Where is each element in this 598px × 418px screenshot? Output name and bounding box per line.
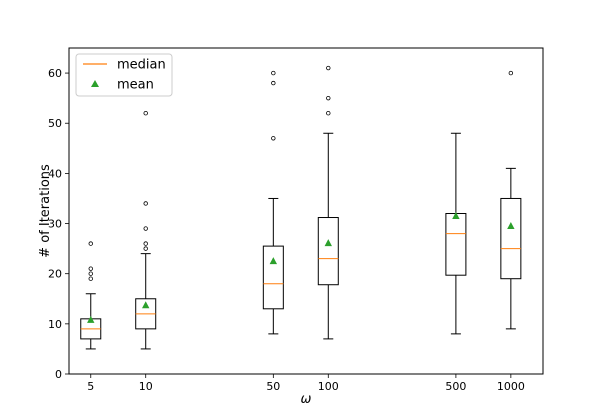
x-axis-label: ω — [301, 392, 312, 407]
box-group — [80, 241, 102, 350]
outlier-point — [88, 266, 93, 271]
legend: median mean — [75, 53, 173, 97]
legend-mean-label: mean — [117, 78, 154, 93]
y-tick-label: 20 — [48, 268, 62, 281]
y-tick-label: 40 — [48, 167, 62, 180]
x-tick-label: 500 — [445, 380, 466, 393]
outlier-point — [271, 80, 276, 86]
mean-marker — [324, 239, 332, 247]
outlier-point — [143, 241, 148, 246]
box-group — [317, 65, 339, 340]
outlier-point — [88, 276, 93, 281]
outlier-point — [88, 271, 93, 276]
iqr-box — [262, 245, 284, 310]
outlier-point — [143, 246, 148, 251]
mean-marker — [269, 257, 278, 265]
y-tick-label: 30 — [48, 218, 62, 231]
y-tick-label: 10 — [48, 318, 62, 331]
y-tick-label: 50 — [48, 117, 62, 130]
plot-content — [80, 65, 522, 350]
y-tick-label: 0 — [55, 368, 62, 381]
outlier-point — [326, 110, 331, 116]
iqr-box — [500, 197, 522, 280]
outlier-point — [508, 70, 514, 76]
y-tick-label: 60 — [48, 67, 62, 80]
box-group — [445, 132, 467, 335]
x-tick-label: 10 — [139, 380, 153, 393]
outlier-point — [143, 226, 148, 231]
box-group — [135, 110, 157, 350]
box-group — [262, 70, 284, 335]
mean-marker — [142, 301, 150, 309]
box-group — [500, 70, 522, 330]
outlier-point — [271, 136, 276, 141]
mean-marker — [452, 212, 460, 220]
mean-marker — [507, 222, 515, 230]
outlier-point — [143, 110, 148, 116]
iqr-box — [317, 217, 339, 286]
outlier-point — [271, 70, 276, 76]
plot-frame — [68, 47, 544, 375]
legend-mean-swatch — [91, 80, 99, 87]
outlier-point — [326, 65, 331, 71]
y-axis-label: # of Iterations — [38, 164, 53, 258]
x-tick-label: 5 — [87, 380, 94, 393]
mean-marker — [87, 315, 95, 323]
outlier-point — [143, 201, 148, 206]
x-tick-label: 1000 — [497, 380, 525, 393]
legend-median-label: median — [117, 58, 166, 73]
outlier-point — [326, 95, 331, 101]
x-tick-label: 100 — [318, 380, 339, 393]
outlier-point — [88, 241, 93, 246]
x-tick-label: 50 — [266, 380, 280, 393]
x-axis: 5 10 50 100 500 1000 — [87, 374, 525, 393]
y-axis: 0 10 20 30 40 50 60 — [48, 67, 69, 381]
